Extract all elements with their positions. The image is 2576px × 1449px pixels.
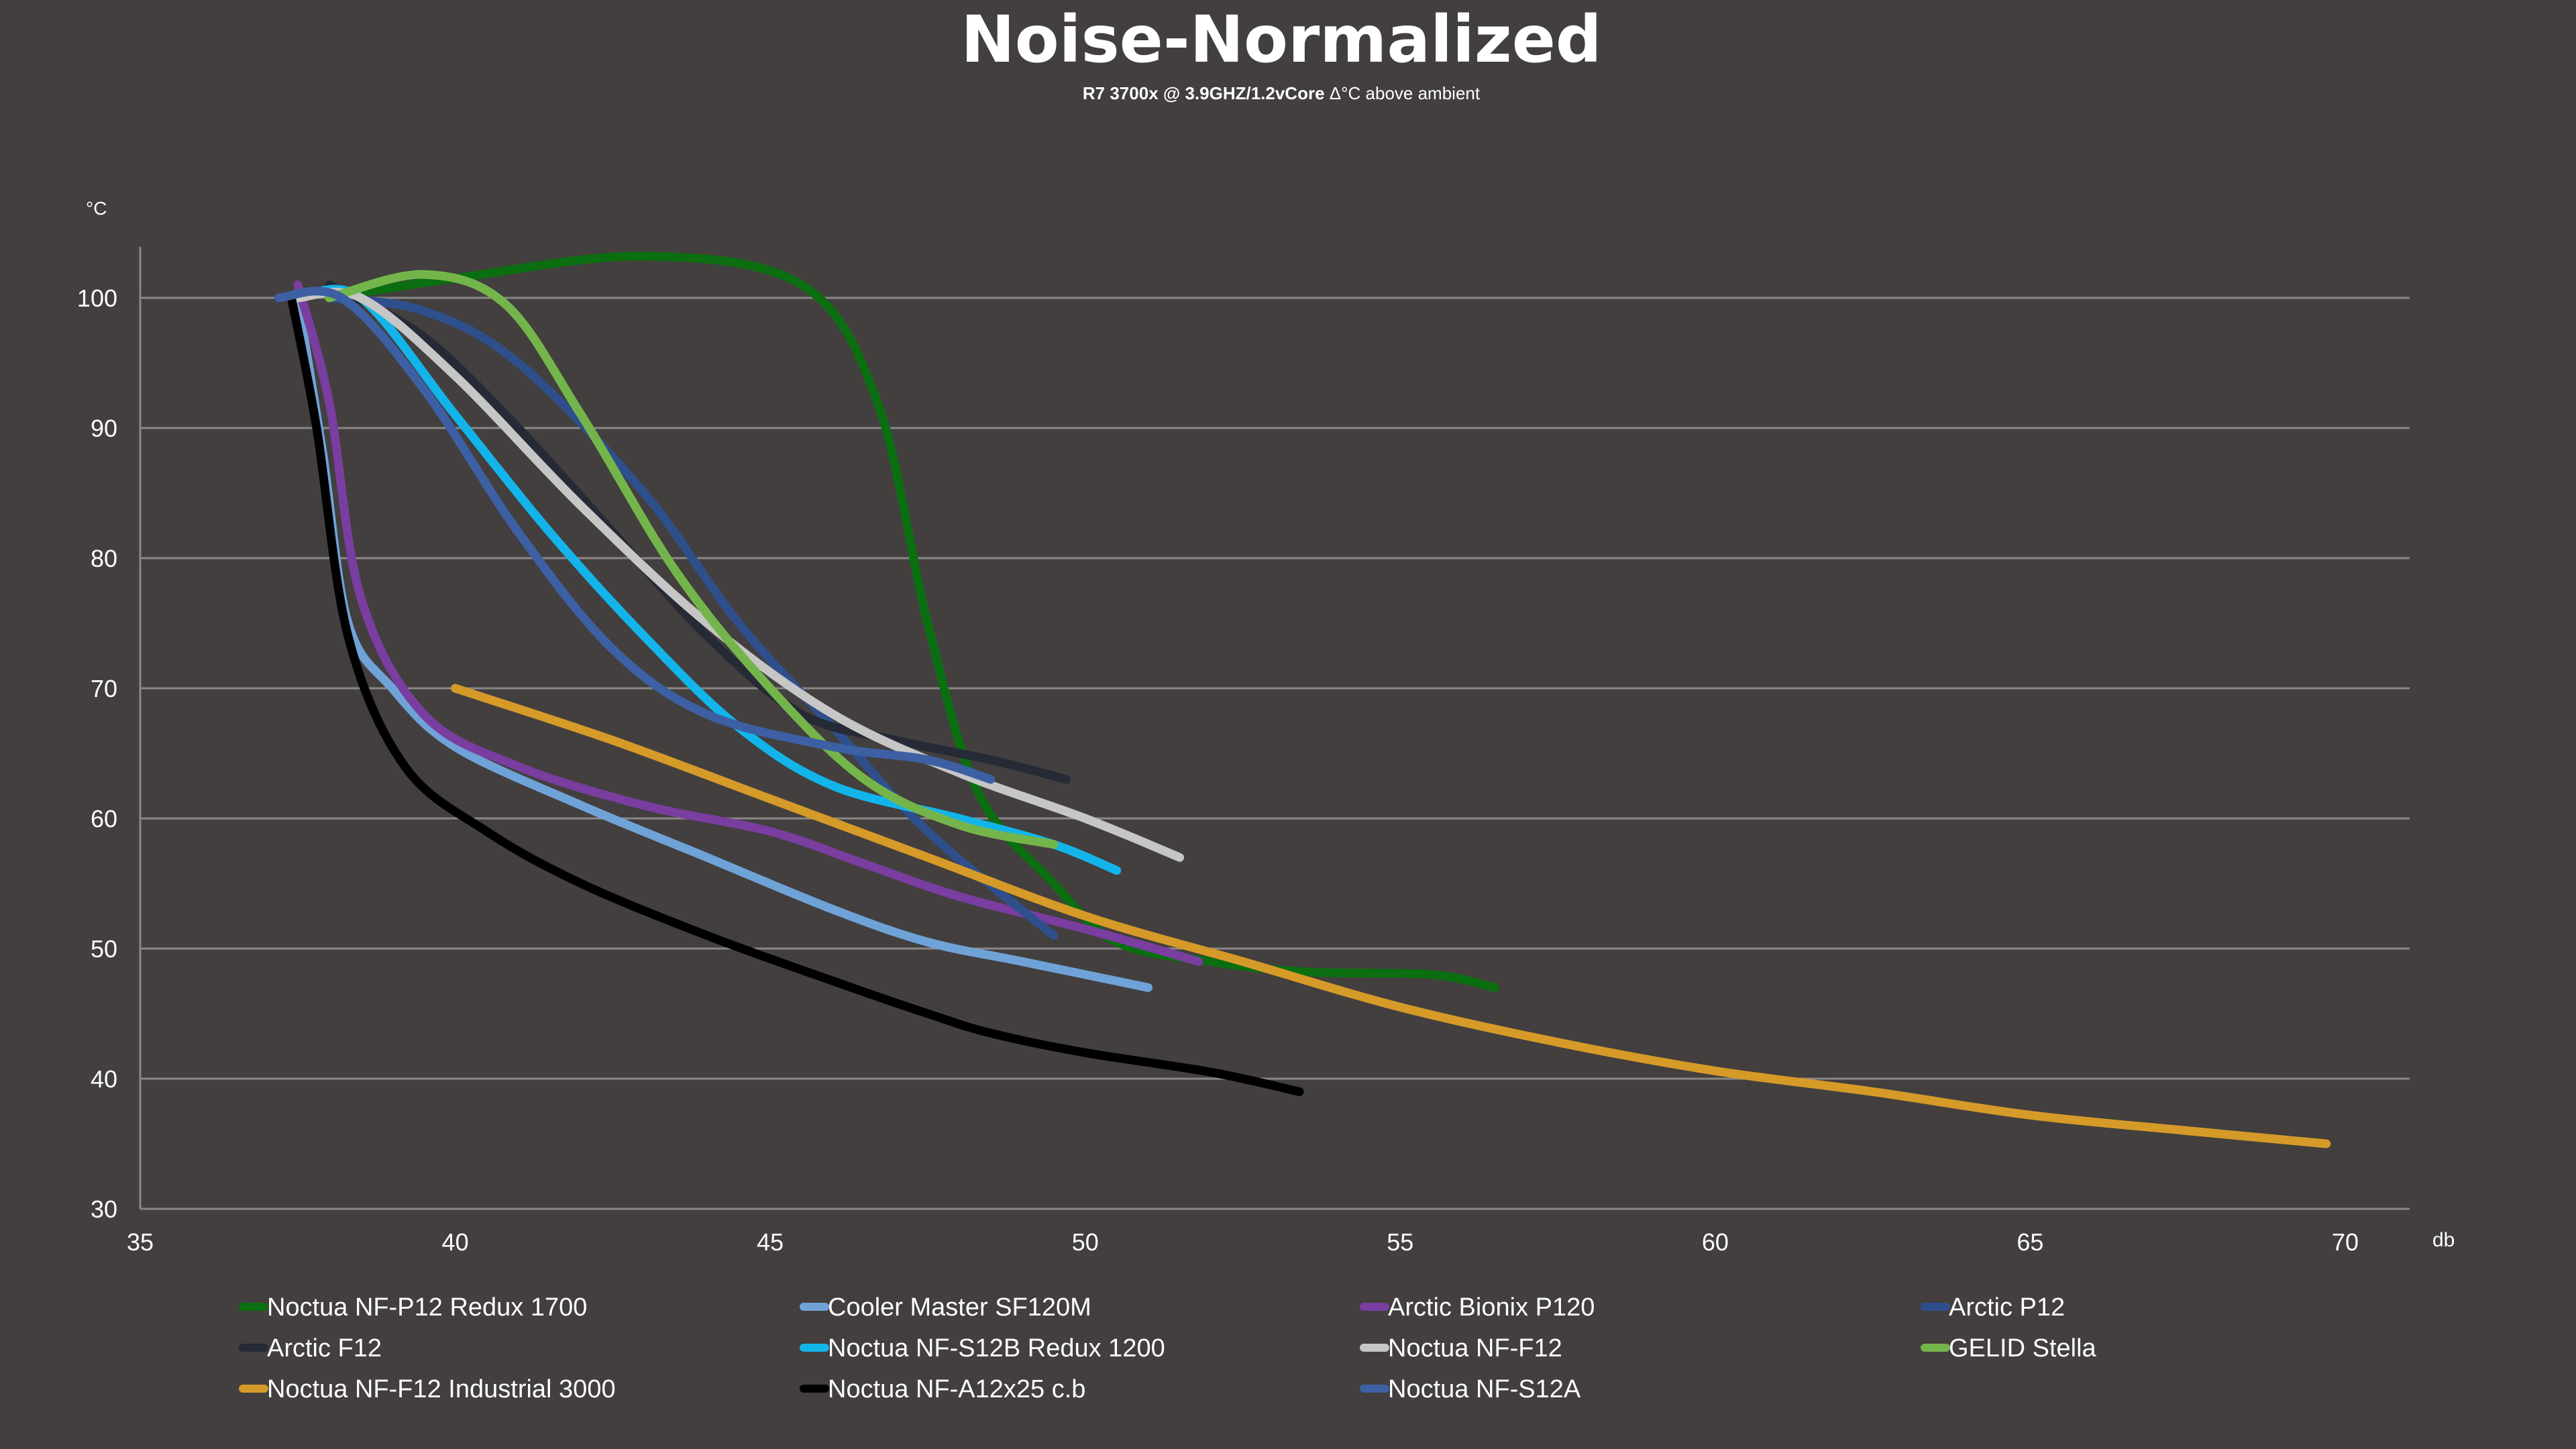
y-tick-labels: 30 40 50 60 70 80 90 100 [77,284,117,1223]
y-tick-label: 100 [77,284,117,312]
x-tick-label: 55 [1387,1228,1413,1256]
chart-subtitle-bold: R7 3700x @ 3.9GHZ/1.2vCore [1083,83,1325,103]
legend-label: Noctua NF-S12B Redux 1200 [828,1334,1165,1362]
series-lines [274,252,2331,1148]
legend-item-noctua-nf-p12-redux-1700: Noctua NF-P12 Redux 1700 [239,1293,587,1322]
series-line-noctua-nf-f12 [293,287,1185,862]
chart-header: Noise-Normalized R7 3700x @ 3.9GHZ/1.2vC… [961,2,1601,103]
legend-item-noctua-nf-a12x25-c-b: Noctua NF-A12x25 c.b [800,1375,1085,1403]
legend-item-noctua-nf-f12: Noctua NF-F12 [1360,1334,1562,1362]
series-line-cooler-master-sf120m [293,293,1153,992]
x-tick-label: 40 [442,1228,469,1256]
y-tick-label: 40 [91,1065,117,1093]
legend-label: Noctua NF-A12x25 c.b [828,1375,1085,1403]
legend-item-arctic-bionix-p120: Arctic Bionix P120 [1360,1293,1595,1322]
x-tick-label: 60 [1702,1228,1729,1256]
legend-item-cooler-master-sf120m: Cooler Master SF120M [800,1293,1091,1322]
series-line-noctua-nf-s12b-redux-1200 [293,284,1122,875]
legend-label: Noctua NF-S12A [1388,1375,1581,1403]
y-axis-unit-label: °C [86,198,107,219]
series-line-noctua-nf-f12-industrial-3000 [451,684,2331,1148]
y-tick-label: 30 [91,1195,117,1223]
legend-label: Noctua NF-F12 [1388,1334,1562,1362]
x-tick-label: 45 [757,1228,784,1256]
legend-label: Noctua NF-P12 Redux 1700 [267,1293,587,1322]
legend-item-arctic-f12: Arctic F12 [239,1334,382,1362]
legend-label: Cooler Master SF120M [828,1293,1091,1322]
legend-label: Arctic P12 [1949,1293,2065,1322]
y-tick-label: 80 [91,545,117,572]
legend-item-noctua-nf-s12b-redux-1200: Noctua NF-S12B Redux 1200 [800,1334,1165,1362]
legend: Noctua NF-P12 Redux 1700 Cooler Master SF… [239,1293,2097,1403]
x-tick-label: 70 [2332,1228,2359,1256]
series-line-arctic-bionix-p120 [293,280,1203,966]
y-tick-label: 70 [91,675,117,702]
gridlines [140,297,2410,1080]
legend-item-noctua-nf-f12-industrial-3000: Noctua NF-F12 Industrial 3000 [239,1375,616,1403]
axes [139,247,2410,1210]
legend-label: Arctic Bionix P120 [1388,1293,1595,1322]
chart-subtitle-rest: Δ°C above ambient [1325,83,1481,103]
y-tick-label: 50 [91,935,117,963]
legend-label: Arctic F12 [267,1334,382,1362]
x-tick-labels: 35 40 45 50 55 60 65 70 [127,1228,2359,1256]
chart-title: Noise-Normalized [961,2,1601,77]
series-line-noctua-nf-s12a [274,286,996,784]
y-tick-label: 90 [91,415,117,442]
x-tick-label: 65 [2017,1228,2043,1256]
legend-label: Noctua NF-F12 Industrial 3000 [267,1375,616,1403]
y-tick-label: 60 [91,805,117,833]
x-tick-label: 35 [127,1228,154,1256]
series-line-gelid-stella [325,270,1059,849]
x-tick-label: 50 [1072,1228,1099,1256]
x-axis-unit-label: db [2432,1229,2455,1251]
series-line-arctic-p12 [325,293,1059,941]
series-line-arctic-f12 [325,280,1071,784]
legend-item-arctic-p12: Arctic P12 [1921,1293,2065,1322]
legend-item-noctua-nf-s12a: Noctua NF-S12A [1360,1375,1581,1403]
legend-item-gelid-stella: GELID Stella [1921,1334,2097,1362]
legend-label: GELID Stella [1949,1334,2097,1362]
chart-subtitle: R7 3700x @ 3.9GHZ/1.2vCore Δ°C above amb… [1083,83,1481,103]
series-line-noctua-nf-a12x25-c-b [286,293,1304,1096]
